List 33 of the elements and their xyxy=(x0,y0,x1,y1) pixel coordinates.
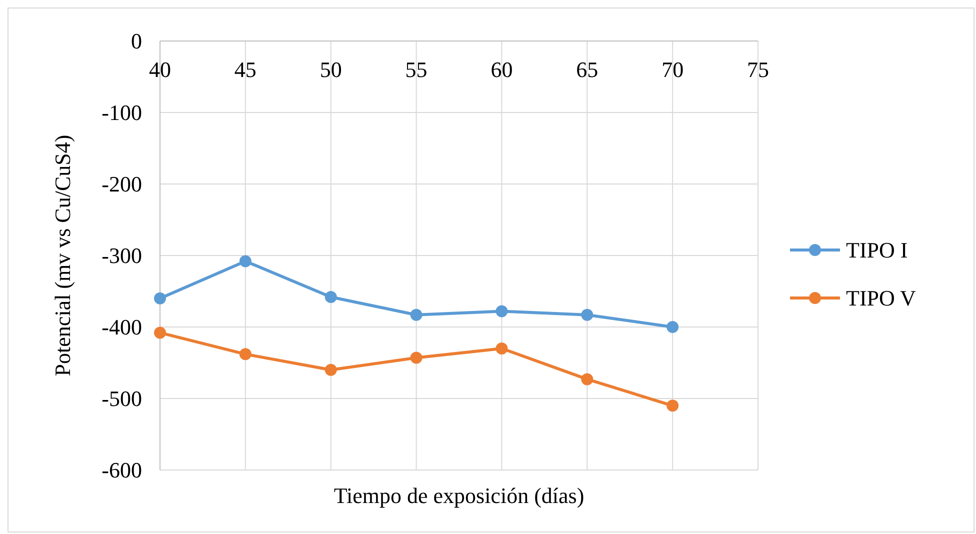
x-tick-label: 50 xyxy=(320,57,342,82)
point xyxy=(154,292,166,304)
point xyxy=(410,352,422,364)
point xyxy=(666,400,679,412)
point xyxy=(581,308,594,321)
point xyxy=(324,290,337,303)
x-tick-label: 70 xyxy=(662,57,684,82)
legend-label: TIPO V xyxy=(846,286,916,311)
point xyxy=(581,373,594,386)
x-tick-label: 45 xyxy=(234,57,256,82)
point xyxy=(666,321,679,333)
x-tick-label: 75 xyxy=(747,57,769,82)
point xyxy=(154,326,166,339)
y-tick-label: -100 xyxy=(102,100,142,126)
point xyxy=(324,364,337,376)
point xyxy=(496,342,508,354)
y-axis-title: Potencial (mv vs Cu/CuS4) xyxy=(50,134,75,376)
point xyxy=(239,348,252,360)
x-tick-label: 60 xyxy=(490,57,513,82)
point xyxy=(239,255,252,268)
legend-label: TIPO I xyxy=(846,238,908,263)
y-tick-label: -300 xyxy=(102,243,142,268)
x-axis-title: Tiempo de exposición (días) xyxy=(334,483,584,508)
y-tick-label: 0 xyxy=(131,28,142,54)
x-tick-label: 65 xyxy=(576,57,598,82)
y-tick-label: -400 xyxy=(102,314,142,340)
y-tick-label: -500 xyxy=(102,386,142,412)
x-tick-label: 55 xyxy=(405,57,428,82)
point xyxy=(496,305,508,318)
y-tick-label: -200 xyxy=(102,172,142,197)
x-tick-label: 40 xyxy=(149,57,171,82)
point xyxy=(410,308,422,321)
y-tick-label: -600 xyxy=(102,458,142,483)
